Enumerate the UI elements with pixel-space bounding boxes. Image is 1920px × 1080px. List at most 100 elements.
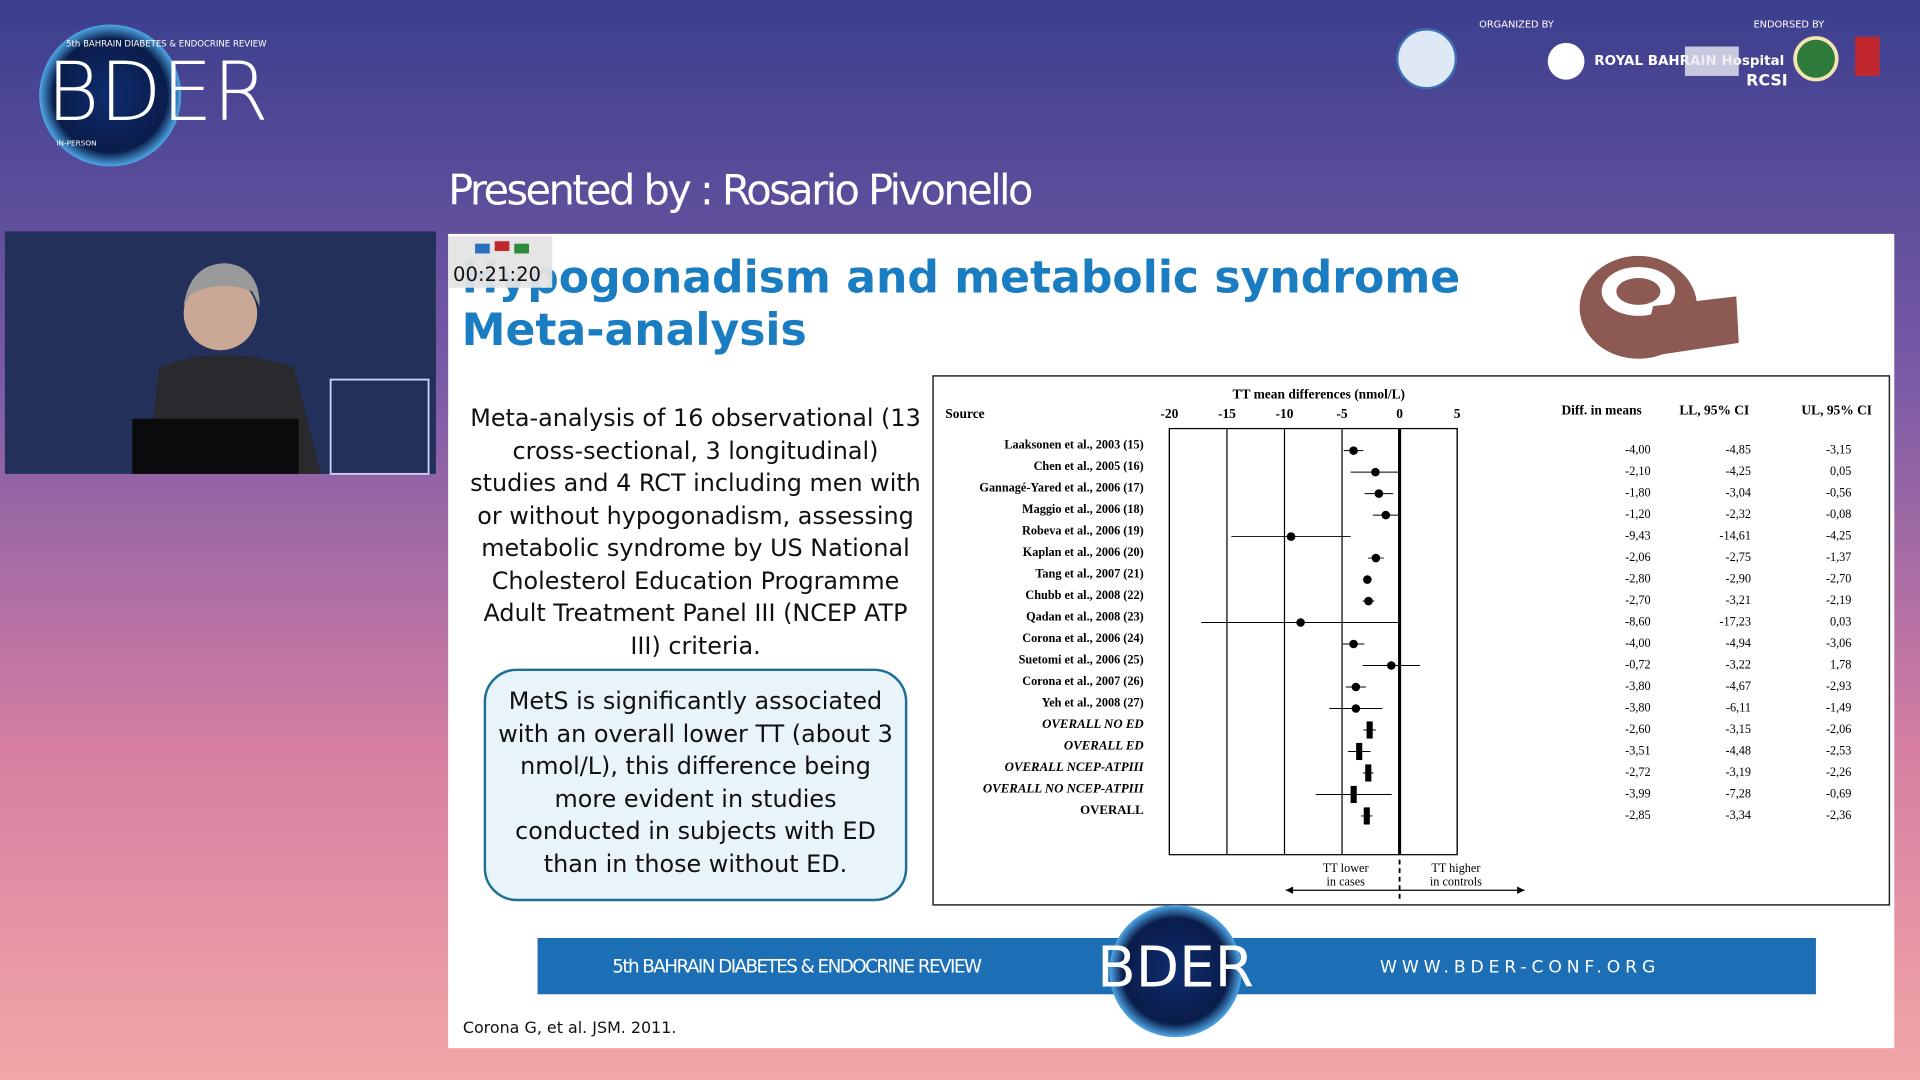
annotation: in cases: [1327, 875, 1366, 889]
study-name: Suetomi et al., 2006 (25): [1019, 652, 1144, 666]
value-label: -14,61: [1719, 528, 1751, 542]
study-name: OVERALL: [1080, 803, 1144, 817]
banner-right: WWW.BDER-CONF.ORG: [1380, 957, 1660, 977]
flag-icon: [514, 243, 529, 254]
value-label: -2,70: [1826, 571, 1851, 585]
x-tick-label: -5: [1336, 406, 1347, 421]
citation: Corona G, et al. JSM. 2011.: [463, 1018, 677, 1037]
slide-title: Meta-analysis: [462, 305, 807, 356]
podium-laptop: [132, 418, 299, 474]
flag-icon: [494, 241, 510, 252]
study-name: Maggio et al., 2006 (18): [1022, 502, 1144, 516]
conference-line: 5th BAHRAIN DIABETES & ENDOCRINE REVIEW: [66, 40, 267, 50]
point-marker: [1296, 618, 1305, 627]
banner-logo-orb: [1109, 904, 1242, 1038]
chart-frame: [932, 375, 1891, 906]
source-label: Source: [945, 406, 984, 421]
x-tick-label: -20: [1160, 406, 1178, 421]
value-label: -3,15: [1726, 722, 1751, 736]
value-label: -17,23: [1719, 614, 1751, 628]
forest-plot: TT mean differences (nmol/L) Source -20 -15…: [945, 387, 1872, 902]
study-name: Tang et al., 2007 (21): [1035, 566, 1143, 580]
value-label: -2,26: [1826, 765, 1851, 779]
value-label: -3,80: [1625, 679, 1650, 693]
point-marker: [1349, 446, 1358, 455]
annotation: in controls: [1430, 875, 1482, 889]
value-label: -1,37: [1826, 550, 1851, 564]
point-marker: [1363, 575, 1372, 584]
value-label: -7,28: [1726, 786, 1751, 800]
value-label: -4,94: [1726, 636, 1751, 650]
value-label: -2,19: [1826, 593, 1851, 607]
value-label: -0,56: [1826, 485, 1851, 499]
value-label: -4,67: [1726, 679, 1751, 693]
value-label: -0,69: [1826, 786, 1851, 800]
webcam: [4, 231, 436, 475]
value-label: -3,19: [1726, 765, 1751, 779]
tape-icon: [1579, 255, 1739, 359]
slide-title: Hypogonadism and metabolic syndrome: [462, 252, 1461, 303]
value-label: -2,85: [1625, 808, 1650, 822]
point-marker: [1371, 553, 1381, 563]
value-label: -6,11: [1726, 700, 1751, 714]
column-header: Diff. in means: [1561, 403, 1641, 418]
value-label: -2,72: [1625, 765, 1650, 779]
value-label: -3,04: [1726, 485, 1751, 499]
summary-marker: [1363, 807, 1370, 825]
value-label: -4,00: [1625, 636, 1650, 650]
sponsor-logo: [1395, 28, 1458, 90]
value-label: -3,34: [1726, 808, 1751, 822]
body-text-box: Meta-analysis of 16 observational (13 cr…: [470, 404, 921, 659]
value-label: -3,80: [1625, 700, 1650, 714]
point-marker: [1349, 639, 1358, 649]
logo-mode: IN-PERSON: [56, 138, 96, 147]
value-label: -1,20: [1625, 507, 1650, 521]
value-label: 0,03: [1830, 614, 1851, 628]
study-name: Gannagé-Yared et al., 2006 (17): [979, 481, 1143, 495]
presenter-hair: [183, 263, 260, 307]
endorsed-by: ENDORSED BY: [1753, 19, 1824, 30]
rcsi: RCSI: [1746, 70, 1788, 89]
value-label: 1,78: [1830, 657, 1851, 671]
annotation: TT lower: [1323, 861, 1369, 875]
value-label: -1,49: [1826, 700, 1851, 714]
study-name: Corona et al., 2007 (26): [1022, 674, 1143, 688]
callout-text-box: MetS is significantly associated with an…: [498, 687, 893, 877]
study-name: Kaplan et al., 2006 (20): [1023, 545, 1144, 559]
banner-left: 5th BAHRAIN DIABETES & ENDOCRINE REVIEW: [612, 956, 982, 977]
summary-marker: [1365, 764, 1372, 782]
value-label: -2,93: [1826, 679, 1851, 693]
tape-core: [1616, 277, 1661, 305]
sponsor-logo: [1547, 42, 1585, 80]
study-name: OVERALL NO ED: [1042, 717, 1144, 731]
study-name: Chen et al., 2005 (16): [1034, 459, 1144, 473]
study-name: Laaksonen et al., 2003 (15): [1004, 438, 1143, 452]
value-label: -9,43: [1625, 528, 1650, 542]
summary-marker: [1350, 785, 1357, 804]
study-name: Corona et al., 2006 (24): [1022, 631, 1143, 645]
presenter: Presented by : Rosario Pivonello: [448, 165, 1033, 214]
value-label: -2,53: [1826, 743, 1851, 757]
study-name: Chubb et al., 2008 (22): [1025, 588, 1143, 602]
sponsor-logo: [1855, 36, 1880, 76]
point-marker: [1351, 704, 1361, 713]
logo-orb: [39, 24, 182, 167]
value-label: -2,10: [1625, 464, 1650, 478]
study-name: Yeh et al., 2008 (27): [1042, 695, 1144, 709]
value-label: -3,06: [1826, 636, 1851, 650]
value-label: -2,06: [1826, 722, 1851, 736]
value-label: -2,36: [1826, 808, 1851, 822]
point-marker: [1351, 682, 1361, 692]
value-label: 0,05: [1830, 464, 1851, 478]
banner-logo: BDER: [1097, 936, 1254, 1001]
value-label: -3,51: [1625, 743, 1650, 757]
flag-icon: [475, 243, 490, 254]
callout-box: [483, 668, 908, 902]
value-label: -8,60: [1625, 614, 1650, 628]
sponsor-logo: [1793, 36, 1839, 82]
study-name: OVERALL NCEP-ATPIII: [1005, 760, 1145, 774]
point-marker: [1371, 467, 1380, 477]
point-marker: [1286, 532, 1296, 541]
value-label: -3,99: [1625, 786, 1650, 800]
